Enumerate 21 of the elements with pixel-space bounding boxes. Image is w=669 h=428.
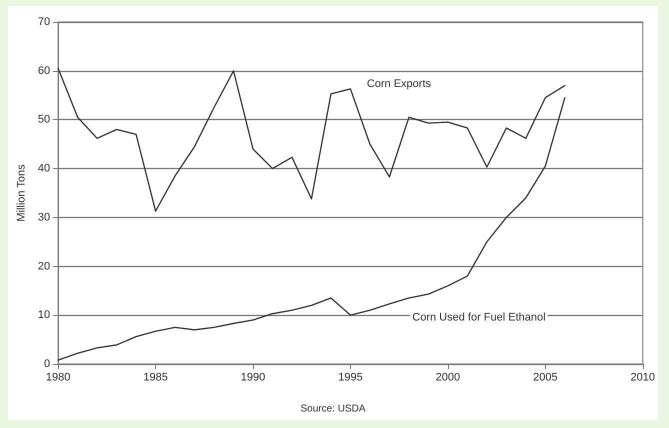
y-tick-label: 70	[38, 16, 50, 28]
x-tick-label: 1995	[338, 372, 363, 384]
series-label: Corn Used for Fuel Ethanol	[412, 312, 546, 324]
y-tick-label: 20	[38, 260, 50, 272]
y-tick-label: 50	[38, 114, 50, 126]
line-series	[57, 68, 566, 212]
x-tick-label: 2000	[436, 372, 460, 384]
x-tick-label: 1990	[240, 372, 266, 384]
x-tick-label: 2005	[533, 372, 558, 384]
y-tick-label: 0	[44, 358, 50, 370]
y-tick-label: 10	[38, 309, 50, 322]
series-label: Corn Exports	[366, 78, 432, 90]
x-tick-label: 1980	[46, 372, 70, 384]
y-tick-label: 40	[38, 162, 50, 175]
x-tick-label: 1985	[143, 372, 168, 384]
x-tick-label: 2010	[630, 372, 656, 384]
line-series	[57, 97, 566, 361]
source-note: Source: USDA	[300, 404, 366, 414]
y-tick-label: 30	[38, 211, 50, 224]
y-axis-title: Million Tons	[16, 164, 28, 222]
y-tick-label: 60	[38, 64, 50, 77]
